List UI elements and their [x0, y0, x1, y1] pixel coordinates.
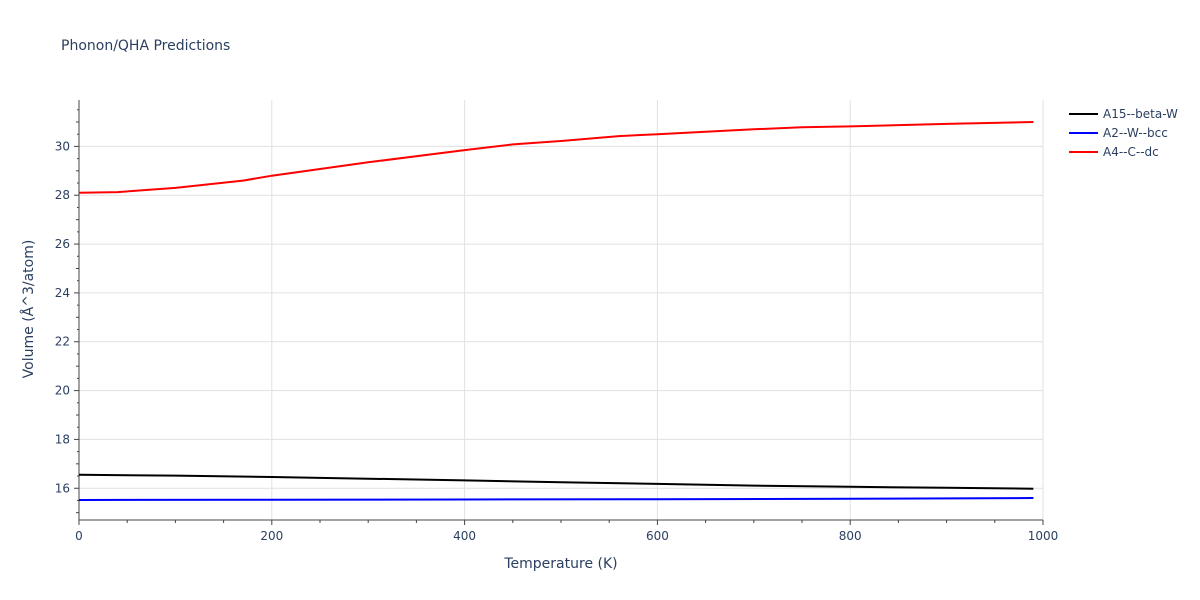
- legend-item-a2-w-bcc[interactable]: A2--W--bcc: [1069, 126, 1168, 140]
- series-line-a2-w-bcc: [78, 497, 1034, 501]
- y-tick-label: 16: [55, 481, 70, 495]
- series-line-a4-c-dc: [78, 121, 1034, 194]
- x-tick-label: 400: [453, 529, 476, 543]
- legend-label: A15--beta-W: [1103, 107, 1178, 121]
- grid: [79, 100, 1044, 520]
- chart-title: Phonon/QHA Predictions: [61, 38, 230, 54]
- y-tick-label: 28: [55, 188, 70, 202]
- legend-item-a15-beta-w[interactable]: A15--beta-W: [1069, 107, 1178, 121]
- legend[interactable]: A15--beta-W A2--W--bcc A4--C--dc: [1069, 107, 1178, 159]
- x-axis-title: Temperature (K): [503, 556, 617, 572]
- y-axis-title: Volume (Å^3/atom): [20, 240, 37, 379]
- x-tick-label: 600: [646, 529, 669, 543]
- series-group: [78, 121, 1034, 501]
- x-tick-label: 1000: [1028, 529, 1059, 543]
- y-tick-label: 26: [55, 237, 70, 251]
- y-tick-label: 30: [55, 139, 70, 153]
- y-tick-label: 18: [55, 432, 70, 446]
- legend-item-a4-c-dc[interactable]: A4--C--dc: [1069, 145, 1159, 159]
- legend-label: A4--C--dc: [1103, 145, 1159, 159]
- x-tick-label: 800: [839, 529, 862, 543]
- x-tick-label: 200: [260, 529, 283, 543]
- y-tick-label: 24: [55, 286, 70, 300]
- x-tick-label: 0: [75, 529, 83, 543]
- y-tick-label: 22: [55, 335, 70, 349]
- series-line-a15-beta-w: [78, 473, 1034, 490]
- legend-label: A2--W--bcc: [1103, 126, 1168, 140]
- y-tick-label: 20: [55, 384, 70, 398]
- axes: 0 200 400 600 800 1000 16 18 20 22 24 26 28 30: [55, 100, 1059, 543]
